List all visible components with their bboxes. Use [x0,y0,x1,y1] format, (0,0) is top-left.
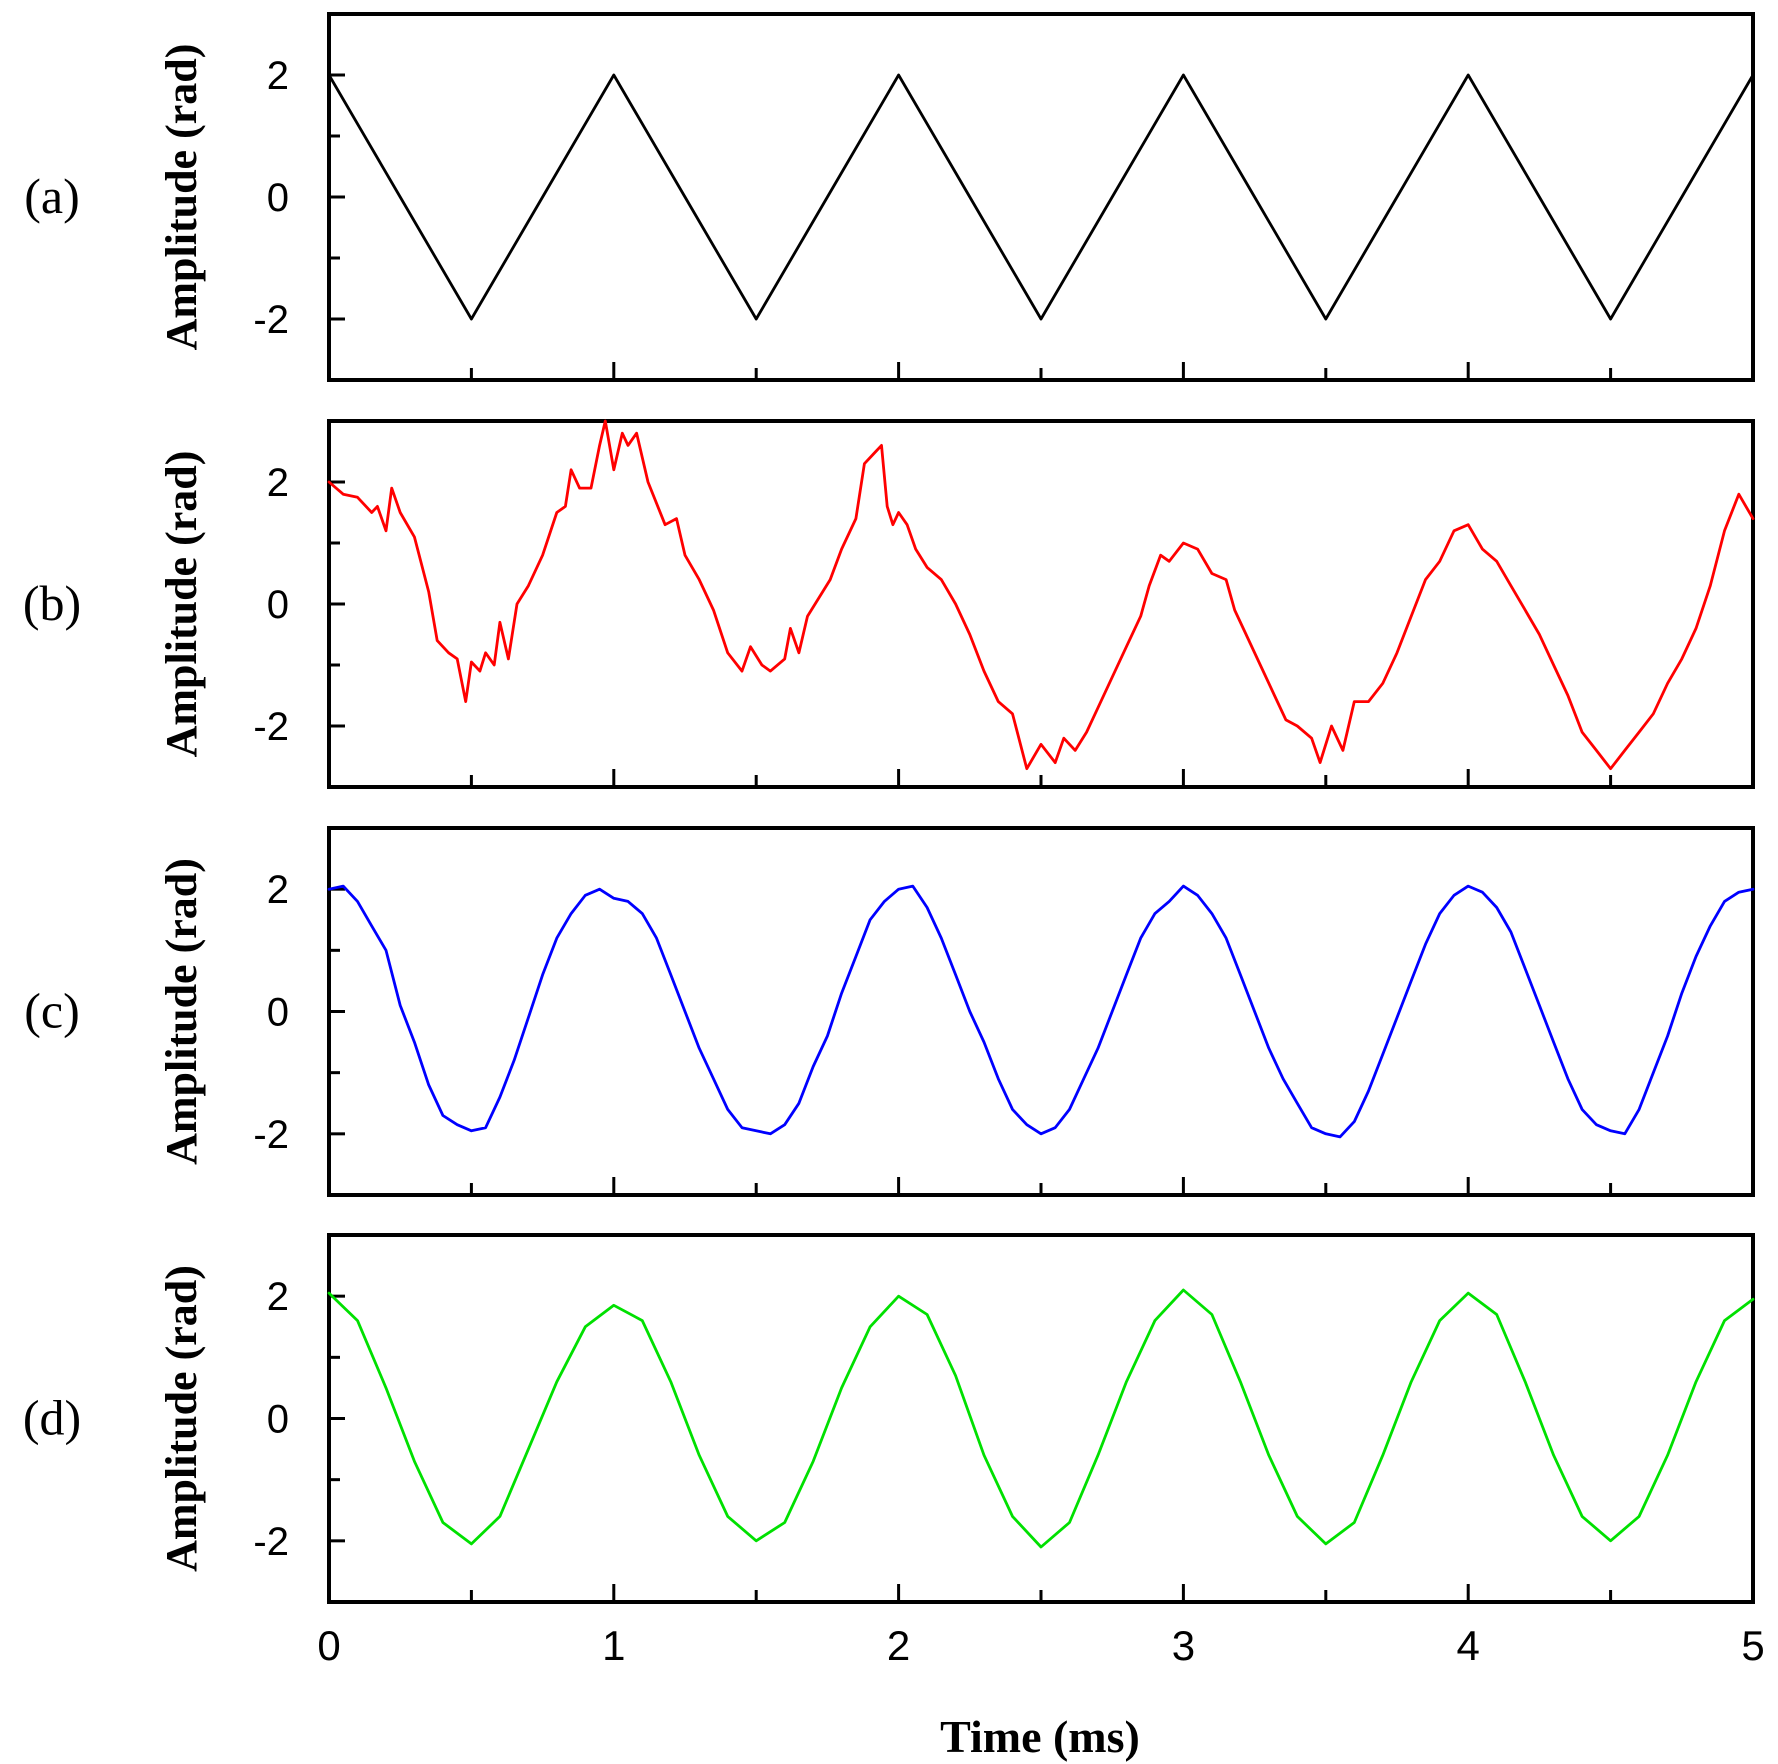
y-tick-label: -2 [253,1520,289,1564]
x-tick-label: 3 [1172,1622,1195,1669]
series-line-noisy [327,419,1755,771]
y-tick-label: -2 [253,1113,289,1157]
panel-label: (c) [24,983,80,1039]
y-tick-label: -2 [253,298,289,342]
y-axis-label: Amplitude (rad) [157,44,206,351]
x-axis-label: Time (ms) [940,1711,1140,1762]
y-tick-label: 2 [267,461,289,505]
y-axis-label: Amplitude (rad) [157,451,206,758]
y-tick-label: 0 [267,1398,289,1442]
panels-group: 2 0 -2 Amplitude (rad) (a) 2 0 -2 Amplitude (rad… [23,12,1765,1669]
panel-a: 2 0 -2 Amplitude (rad) (a) [24,12,1755,382]
x-tick-label: 1 [602,1622,625,1669]
plot-frame [327,826,1755,1197]
y-tick-label: 2 [267,868,289,912]
series-line-filtered-2 [327,1288,1755,1549]
y-tick-label: 0 [267,991,289,1035]
panel-label: (d) [23,1390,81,1446]
y-tick-label: 0 [267,583,289,627]
x-tick-label: 0 [317,1622,340,1669]
x-tick-label: 5 [1741,1622,1764,1669]
y-tick-label: 2 [267,54,289,98]
y-axis-label: Amplitude (rad) [157,1265,206,1572]
series-line-reference [327,73,1755,321]
panel-b: 2 0 -2 Amplitude (rad) (b) [23,419,1755,789]
x-tick-label: 4 [1457,1622,1480,1669]
series-line-filtered-1 [327,884,1755,1139]
plot-frame [327,419,1755,789]
panel-label: (a) [24,168,80,224]
panel-c: 2 0 -2 Amplitude (rad) (c) [24,826,1755,1197]
y-tick-label: 2 [267,1275,289,1319]
y-axis-label: Amplitude (rad) [157,858,206,1165]
x-tick-label: 2 [887,1622,910,1669]
panel-d: 2 0 -2 0 1 2 3 4 5 Amplitude (rad) (d) [23,1233,1765,1669]
y-tick-label: -2 [253,705,289,749]
y-tick-label: 0 [267,176,289,220]
panel-label: (b) [23,575,81,631]
